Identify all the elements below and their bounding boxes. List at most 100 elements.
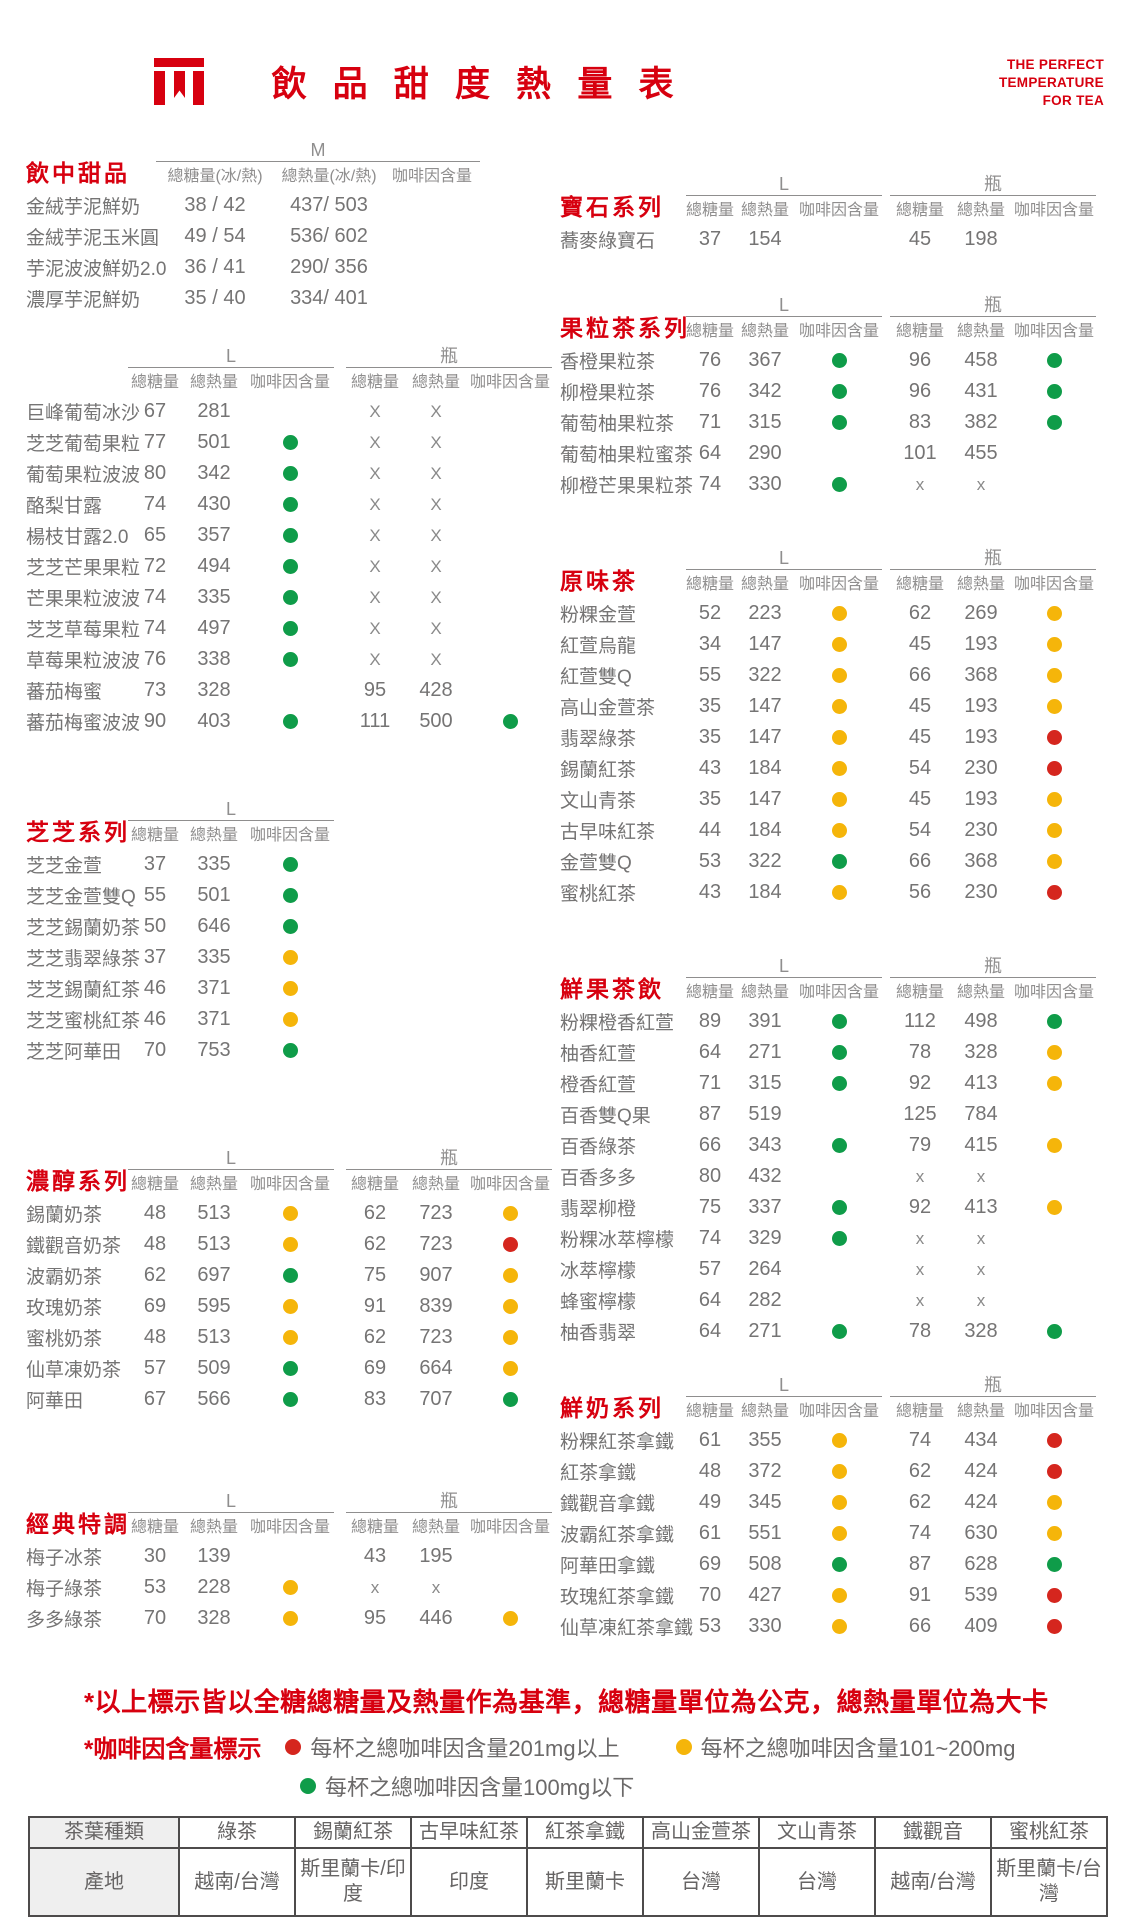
calorie-value: 322 <box>748 664 782 686</box>
calorie-value: 328 <box>197 1607 231 1629</box>
section-drink-desserts: 飲中甜品 M 總糖量(冰/熱) 總熱量(冰/熱) 咖啡因含量 金絨芋泥鮮奶 38 / 42 4… <box>26 138 560 314</box>
drink-name: 芋泥波波鮮奶2.0 <box>26 259 167 280</box>
sugar-value: 43 <box>363 1545 387 1567</box>
column-header: 總熱量 <box>740 323 789 340</box>
section-fresh-fruit-tea: 鮮果茶飲 L 總糖量 總熱量 咖啡因含量瓶總糖量 總熱量 咖啡因含量 粉粿橙香紅萱 89 391 1… <box>560 954 1112 1347</box>
sugar-value: 45 <box>908 788 932 810</box>
drink-name: 翡翠綠茶 <box>560 729 637 750</box>
caffeine-cell <box>796 438 882 469</box>
section-classic-specials: 經典特調 L 總糖量 總熱量 咖啡因含量瓶總糖量 總熱量 咖啡因含量 梅子冰茶 30 139 43 1… <box>26 1489 560 1634</box>
footer: *以上標示皆以全糖總糖量及熱量作為基準，總糖量單位為公克，總熱量單位為大卡 *咖… <box>26 1682 1112 1917</box>
origin-cell: 錫蘭紅茶 <box>294 1816 412 1849</box>
caffeine-dot-yellow <box>831 668 847 683</box>
section-title: 經典特調 <box>26 1511 130 1538</box>
calorie-value: 630 <box>964 1522 998 1544</box>
caffeine-cell <box>246 551 334 582</box>
calorie-value: 409 <box>964 1615 998 1637</box>
calorie-value: 498 <box>964 1010 998 1032</box>
drink-name: 粉粿金萱 <box>560 605 637 626</box>
caffeine-cell <box>796 1130 882 1161</box>
caffeine-cell <box>246 613 334 644</box>
origin-cell: 斯里蘭卡/印度 <box>294 1847 412 1917</box>
drink-name: 鐵觀音拿鐵 <box>560 1494 656 1515</box>
drink-name: 楊枝甘露2.0 <box>26 527 129 548</box>
caffeine-cell <box>796 1006 882 1037</box>
size-label: M <box>156 141 480 162</box>
sugar-value: 37 <box>143 853 167 875</box>
sugar-value: 61 <box>698 1522 722 1544</box>
caffeine-dot-green <box>831 353 847 368</box>
sugar-value: X <box>369 649 381 669</box>
column-header: 總糖量 <box>895 984 944 1001</box>
caffeine-dot-green <box>282 435 298 450</box>
origin-row-header: 產地 <box>28 1847 180 1917</box>
column-header: 咖啡因含量 <box>798 323 879 340</box>
caffeine-cell <box>796 722 882 753</box>
drink-name: 仙草凍奶茶 <box>26 1360 122 1381</box>
calorie-value: X <box>430 432 442 452</box>
calorie-value: 290/ 356 <box>290 256 368 278</box>
caffeine-cell <box>1012 438 1096 469</box>
caffeine-cell <box>468 1260 552 1291</box>
drink-name: 金萱雙Q <box>560 853 632 874</box>
caffeine-cell <box>1012 1254 1096 1285</box>
sugar-value: 67 <box>143 400 167 422</box>
caffeine-dot-yellow <box>831 730 847 745</box>
calorie-value: 335 <box>197 586 231 608</box>
sugar-value: 62 <box>908 1460 932 1482</box>
caffeine-cell <box>246 644 334 675</box>
caffeine-cell <box>796 660 882 691</box>
sugar-value: 46 <box>143 1008 167 1030</box>
sugar-value: 76 <box>698 349 722 371</box>
caffeine-cell <box>468 520 552 551</box>
calorie-value: 315 <box>748 1072 782 1094</box>
column-header: 總熱量 <box>189 1519 238 1536</box>
sugar-value: 34 <box>698 633 722 655</box>
caffeine-dot-green <box>831 1231 847 1246</box>
column-header: 總糖量 <box>895 323 944 340</box>
column-header: 總糖量 <box>686 323 735 340</box>
calorie-value: 328 <box>197 679 231 701</box>
caffeine-dot-green <box>831 1324 847 1339</box>
drink-name: 巨峰葡萄冰沙 <box>26 403 141 424</box>
caffeine-dot-yellow <box>1046 637 1062 652</box>
sugar-value: x <box>915 474 925 494</box>
calorie-value: 147 <box>748 788 782 810</box>
sugar-value: x <box>370 1577 380 1597</box>
caffeine-dot-green <box>282 888 298 903</box>
calorie-value: 595 <box>197 1295 231 1317</box>
calorie-value: 501 <box>197 884 231 906</box>
caffeine-cell <box>1012 1518 1096 1549</box>
calorie-value: 230 <box>964 757 998 779</box>
section-title: 原味茶 <box>560 568 638 595</box>
origin-cell: 台灣 <box>758 1847 876 1917</box>
drink-name: 仙草凍紅茶拿鐵 <box>560 1618 694 1639</box>
sugar-value: 73 <box>143 679 167 701</box>
calorie-value: 424 <box>964 1491 998 1513</box>
column-header: 總糖量 <box>130 1519 179 1536</box>
origin-row-header: 茶葉種類 <box>28 1816 180 1849</box>
column-header: 總糖量 <box>350 1519 399 1536</box>
calorie-value: 697 <box>197 1264 231 1286</box>
calorie-value: 371 <box>197 977 231 999</box>
legend-text: 每杯之總咖啡因含量100mg以下 <box>325 1775 635 1800</box>
caffeine-dot-yellow <box>282 1012 298 1027</box>
sugar-value: 37 <box>698 228 722 250</box>
calorie-value: 413 <box>964 1072 998 1094</box>
calorie-value: X <box>430 401 442 421</box>
drink-name: 梅子冰茶 <box>26 1548 103 1569</box>
nutrition-table: 經典特調 L 總糖量 總熱量 咖啡因含量瓶總糖量 總熱量 咖啡因含量 梅子冰茶 30 139 43 1… <box>26 1489 560 1634</box>
caffeine-cell <box>384 283 480 314</box>
calorie-value: 193 <box>964 633 998 655</box>
calorie-value: 290 <box>748 442 782 464</box>
caffeine-legend-line2: 每杯之總咖啡因含量100mg以下 <box>300 1770 1112 1802</box>
sugar-value: 64 <box>698 1289 722 1311</box>
drink-name: 古早味紅茶 <box>560 822 656 843</box>
tagline-line: FOR TEA <box>1042 93 1104 109</box>
calorie-value: X <box>430 463 442 483</box>
caffeine-dot-yellow <box>1046 1076 1062 1091</box>
sugar-value: 55 <box>698 664 722 686</box>
origin-row: 茶葉種類 綠茶 錫蘭紅茶 古早味紅茶 紅茶拿鐵 高山金萱茶 文山青茶 鐵觀音 蜜桃紅茶 <box>28 1816 1108 1849</box>
column-header: 總熱量 <box>956 576 1005 593</box>
drink-name: 玫瑰紅茶拿鐵 <box>560 1587 675 1608</box>
